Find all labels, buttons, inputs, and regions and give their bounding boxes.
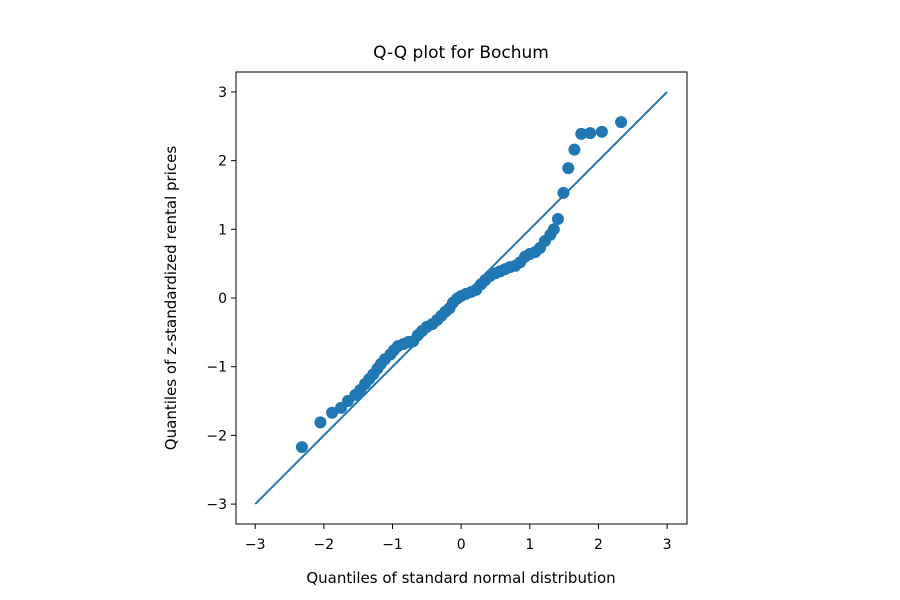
point: [584, 127, 597, 140]
point: [551, 213, 564, 226]
y-axis-label: Quantiles of z-standardized rental price…: [162, 146, 180, 451]
x-tick-label: −1: [382, 537, 403, 553]
y-tick-label: 3: [218, 85, 227, 101]
x-tick-label: −3: [245, 537, 266, 553]
point: [547, 223, 560, 236]
x-tick-label: 0: [457, 537, 466, 553]
x-axis-label: Quantiles of standard normal distributio…: [306, 569, 615, 587]
y-tick-label: 0: [218, 291, 227, 307]
y-tick-label: 1: [218, 222, 227, 238]
point: [595, 125, 608, 138]
x-tick-label: −2: [314, 537, 335, 553]
point: [615, 116, 628, 129]
y-tick-label: −3: [206, 497, 227, 513]
x-tick-label: 3: [663, 537, 672, 553]
point: [562, 162, 575, 175]
x-tick-label: 2: [594, 537, 603, 553]
x-tick-label: 1: [525, 537, 534, 553]
y-tick-label: −1: [206, 360, 227, 376]
y-tick-label: −2: [206, 428, 227, 444]
y-tick-label: 2: [218, 154, 227, 170]
point: [575, 127, 588, 140]
plot-frame: [235, 71, 688, 525]
point: [557, 186, 570, 199]
chart-title: Q-Q plot for Bochum: [373, 43, 549, 63]
point: [295, 441, 308, 454]
point: [314, 416, 327, 429]
point: [326, 406, 339, 419]
point: [568, 143, 581, 156]
